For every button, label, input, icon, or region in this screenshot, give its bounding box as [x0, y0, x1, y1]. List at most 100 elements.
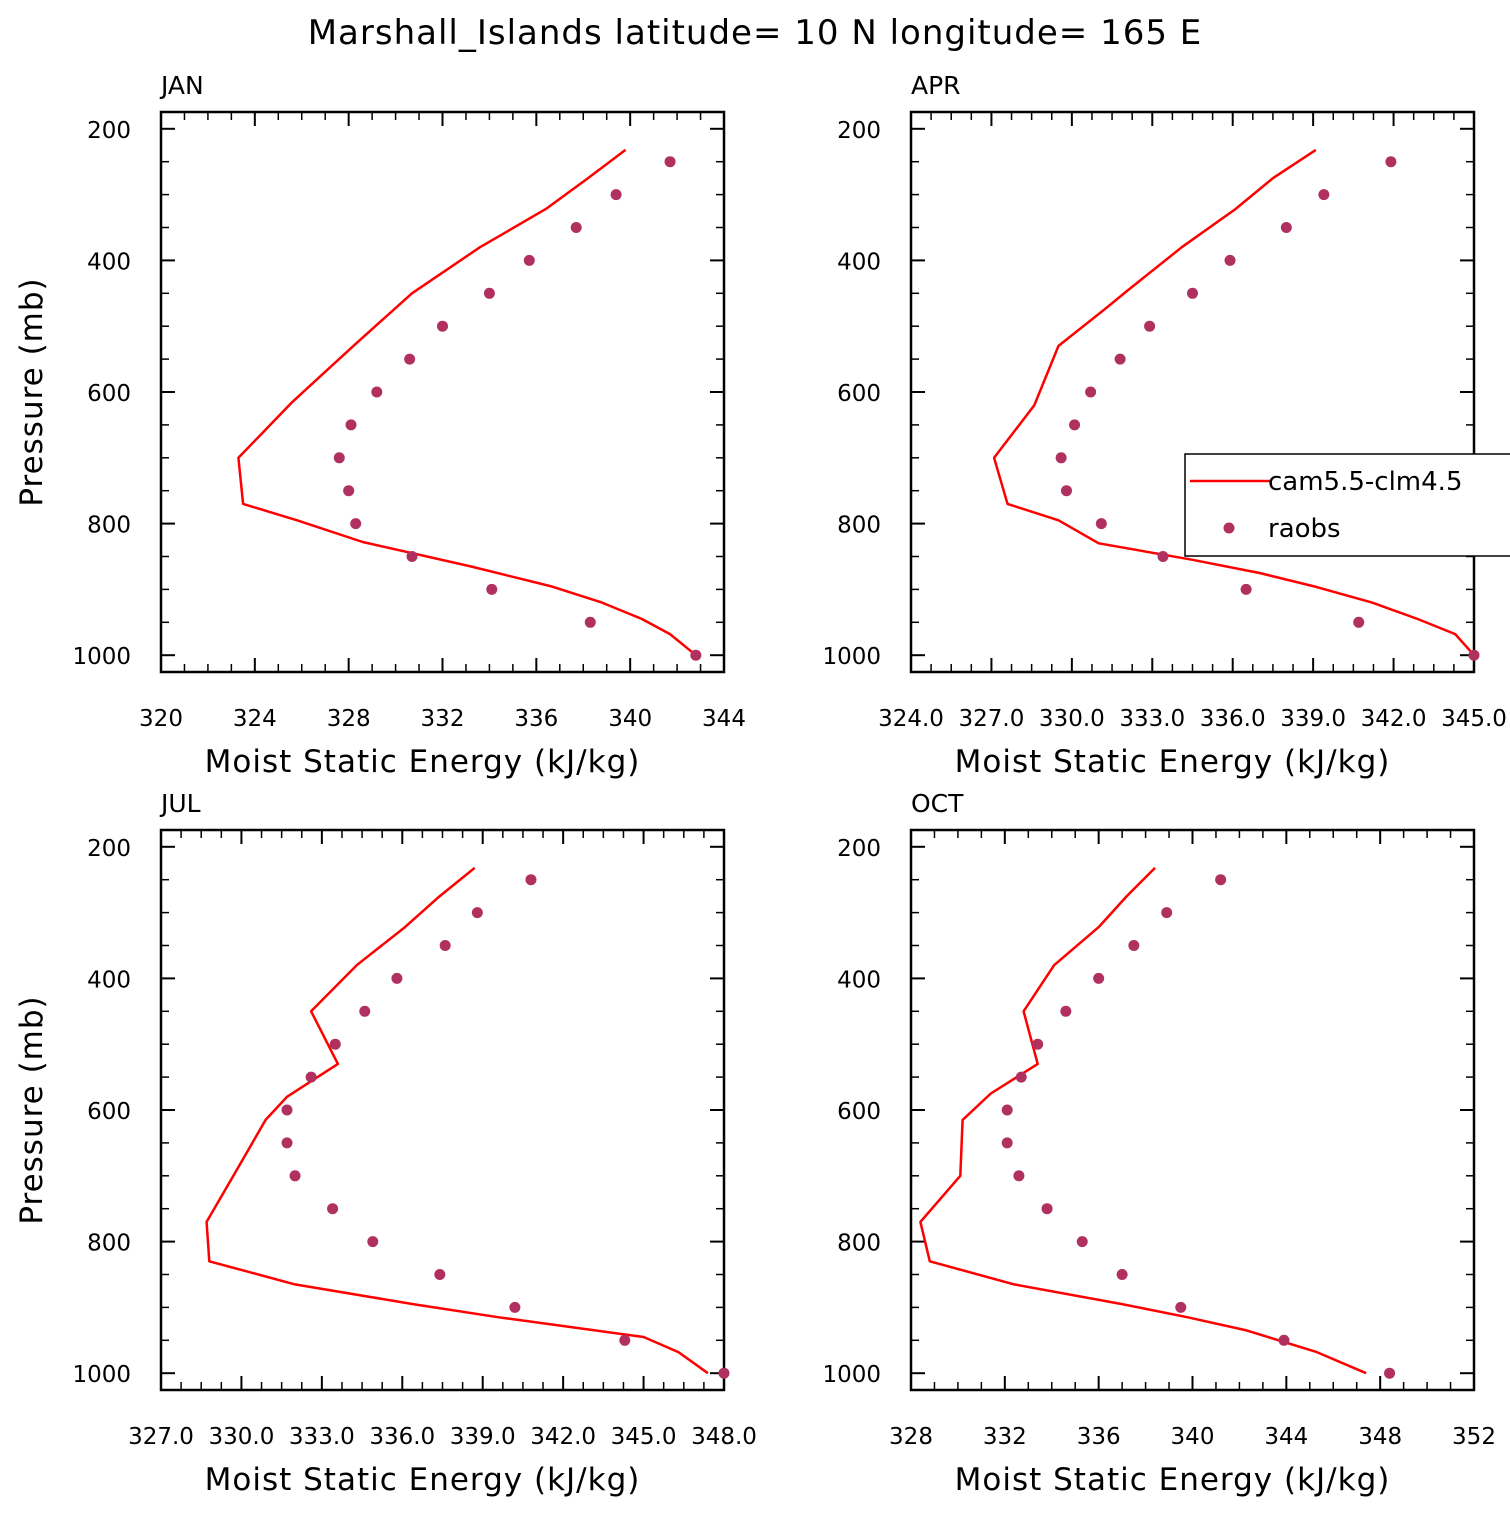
y-tick-label: 200 — [87, 836, 131, 862]
obs-point — [1116, 1269, 1128, 1280]
legend-obs-label: raobs — [1268, 514, 1341, 544]
obs-point — [1175, 1301, 1187, 1313]
obs-point — [329, 1038, 341, 1050]
x-tick-label: 345.0 — [611, 1424, 677, 1450]
x-tick-label: 342.0 — [1361, 706, 1427, 732]
x-tick-label: 332 — [983, 1424, 1027, 1450]
obs-point — [1280, 222, 1292, 233]
plot-frame — [909, 828, 1476, 1392]
obs-point — [1468, 649, 1480, 661]
panel-oct: OCT 328 332 336 340 344 348 352 200 400 600 800 1000… — [822, 789, 1496, 1498]
obs-point — [718, 1367, 730, 1379]
obs-point — [1015, 1071, 1027, 1083]
obs-point — [1144, 320, 1156, 332]
obs-point — [1114, 353, 1126, 365]
y-tick-label: 600 — [87, 1099, 131, 1125]
obs-point — [1085, 386, 1097, 398]
obs-point — [437, 320, 448, 332]
obs-point — [1161, 907, 1173, 919]
panel-label: APR — [911, 71, 961, 100]
x-tick-label: 348 — [1358, 1424, 1402, 1450]
model-line — [237, 148, 697, 657]
panel-label: OCT — [911, 789, 964, 818]
x-tick-label: 324 — [233, 706, 277, 732]
obs-point — [1353, 616, 1365, 628]
obs-point — [434, 1269, 446, 1280]
y-tick-label: 1000 — [72, 1362, 131, 1388]
obs-point — [1384, 1367, 1396, 1379]
obs-point — [406, 551, 418, 562]
y-tick-label: 800 — [837, 1231, 881, 1257]
obs-point — [1041, 1203, 1053, 1215]
legend: cam5.5-clm4.5 raobs — [1184, 453, 1510, 557]
x-tick-label: 333.0 — [289, 1424, 355, 1450]
obs-point — [1055, 452, 1067, 464]
y-tick-label: 1000 — [822, 644, 881, 670]
x-axis-title: Moist Static Energy (kJ/kg) — [955, 744, 1391, 780]
obs-point — [1060, 485, 1072, 497]
obs-point — [1157, 551, 1169, 562]
obs-point — [343, 485, 355, 497]
obs-point — [1001, 1137, 1013, 1149]
obs-point — [281, 1104, 293, 1116]
y-tick-label: 800 — [87, 513, 131, 539]
obs-point — [327, 1203, 339, 1215]
obs-point — [690, 649, 702, 661]
obs-point — [333, 452, 345, 464]
x-tick-label: 340 — [608, 706, 652, 732]
x-tick-label: 344 — [702, 706, 746, 732]
y-tick-label: 1000 — [72, 644, 131, 670]
y-axis-title: Pressure (mb) — [14, 277, 50, 506]
model-line — [919, 867, 1367, 1375]
y-tick-label: 600 — [837, 1099, 881, 1125]
obs-point — [619, 1334, 631, 1346]
x-tick-label: 336.0 — [1200, 706, 1266, 732]
obs-point — [345, 419, 357, 431]
y-tick-label: 400 — [87, 967, 131, 993]
y-tick-label: 600 — [87, 381, 131, 407]
x-tick-label: 332 — [421, 706, 465, 732]
x-tick-label: 320 — [139, 706, 183, 732]
obs-point — [610, 189, 622, 201]
x-tick-label: 336.0 — [369, 1424, 435, 1450]
obs-point — [523, 254, 535, 266]
obs-point — [439, 940, 451, 951]
obs-point — [525, 874, 537, 886]
x-tick-label: 333.0 — [1119, 706, 1185, 732]
y-tick-label: 800 — [837, 513, 881, 539]
obs-point — [1013, 1170, 1025, 1182]
obs-point — [509, 1301, 521, 1313]
y-tick-label: 400 — [87, 249, 131, 275]
obs-point — [1076, 1236, 1088, 1248]
x-tick-label: 327.0 — [128, 1424, 194, 1450]
x-tick-label: 330.0 — [1039, 706, 1105, 732]
panel-jan: JAN 320 324 328 332 336 340 344 200 400 600 800 1000… — [14, 71, 746, 780]
obs-point — [1069, 419, 1081, 431]
x-tick-label: 339.0 — [450, 1424, 516, 1450]
x-tick-label: 348.0 — [691, 1424, 757, 1450]
obs-point — [1224, 254, 1236, 266]
legend-model-label: cam5.5-clm4.5 — [1268, 467, 1462, 497]
obs-point — [1278, 1334, 1290, 1346]
obs-point — [1128, 940, 1140, 951]
panel-label: JAN — [159, 71, 204, 100]
x-tick-label: 344 — [1264, 1424, 1308, 1450]
legend-box — [1184, 453, 1510, 557]
panel-jul: JUL 327.0 330.0 333.0 336.0 339.0 342.0 345.0 34… — [14, 789, 757, 1498]
x-tick-label: 328 — [327, 706, 371, 732]
x-axis-title: Moist Static Energy (kJ/kg) — [955, 1462, 1391, 1498]
obs-point — [1215, 874, 1227, 886]
obs-point — [1095, 518, 1107, 530]
obs-point — [570, 222, 582, 233]
plot-frame — [159, 110, 726, 674]
y-tick-label: 200 — [837, 836, 881, 862]
y-tick-label: 200 — [837, 118, 881, 144]
obs-point — [483, 287, 495, 299]
obs-point — [1385, 156, 1397, 168]
obs-point — [371, 386, 383, 398]
y-tick-label: 400 — [837, 967, 881, 993]
obs-point — [1060, 1005, 1072, 1017]
model-line — [205, 866, 709, 1375]
model-line — [992, 148, 1475, 657]
